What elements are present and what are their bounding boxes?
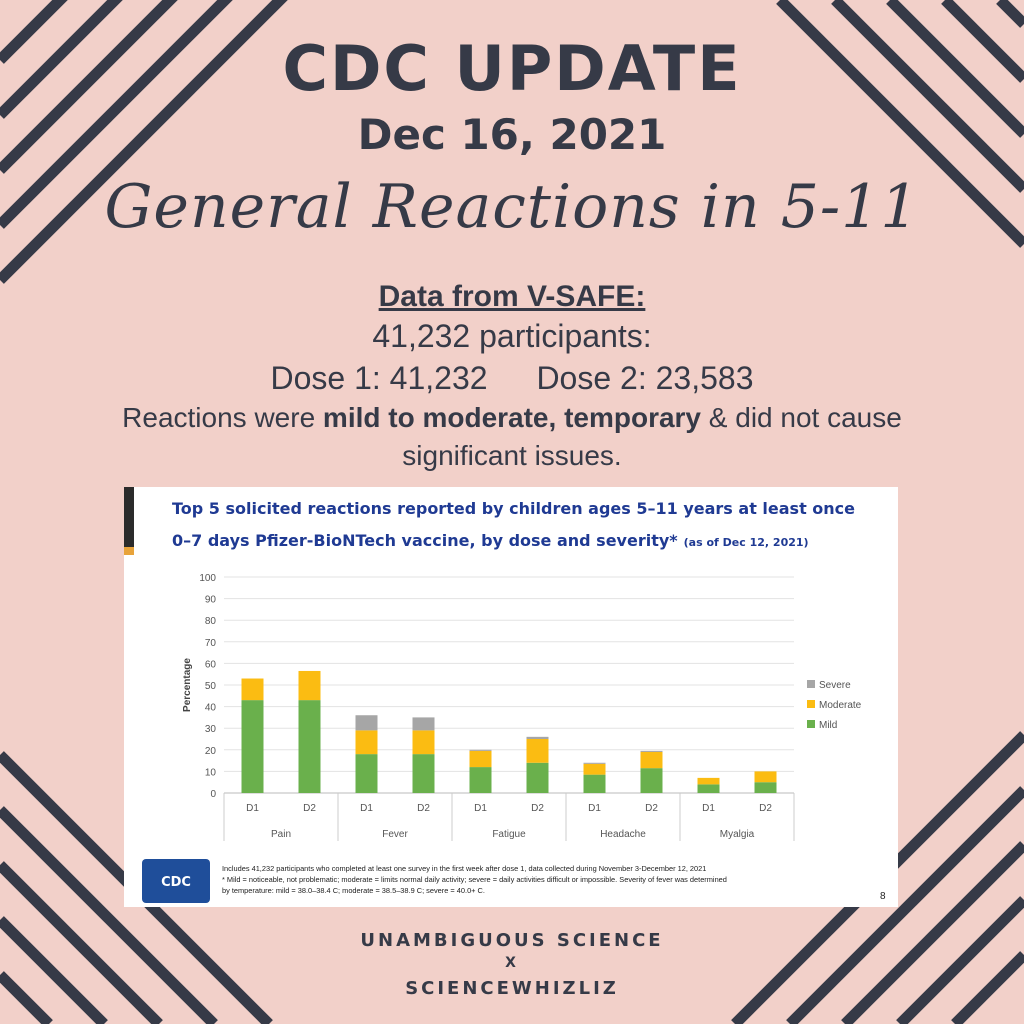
bar-mild [355,754,378,793]
legend-swatch [807,720,815,728]
x-tick-label: D1 [474,803,487,814]
x-tick-label: D2 [303,803,316,814]
legend-label: Severe [819,680,851,691]
slide-heading-line2: 0–7 days Pfizer-BioNTech vaccine, by dos… [172,531,809,550]
bar-moderate [640,751,663,769]
y-tick-label: 60 [205,659,217,670]
page-title: CDC UPDATE [282,32,742,105]
bar-mild [469,767,492,793]
participants-count: 41,232 participants: [372,318,652,354]
bar-mild [412,754,435,793]
x-tick-label: D2 [417,803,430,814]
slide-accent-stripe [124,547,134,555]
y-tick-label: 90 [205,595,217,606]
dose-counts: Dose 1: 41,232 Dose 2: 23,583 [0,360,1024,397]
bar-moderate [697,777,720,785]
group-label: Fever [382,829,408,840]
slide-accent-bar [124,487,134,547]
bar-moderate [526,739,549,763]
bar-mild [583,774,606,793]
footer-line2: X [505,955,519,971]
bar-severe [526,736,549,739]
bar-mild [298,700,321,793]
x-tick-label: D1 [246,803,259,814]
bar-severe [640,750,663,752]
group-label: Pain [271,829,291,840]
y-tick-label: 40 [205,703,217,714]
dose2-count: Dose 2: 23,583 [536,360,754,396]
slide-heading-main: 0–7 days Pfizer-BioNTech vaccine, by dos… [172,531,678,550]
bar-moderate [298,670,321,701]
x-tick-label: D1 [360,803,373,814]
page-number: 8 [880,891,886,902]
bar-severe [355,715,378,731]
y-tick-label: 10 [205,767,217,778]
legend-label: Mild [819,720,837,731]
y-tick-label: 50 [205,681,217,692]
dose1-count: Dose 1: 41,232 [270,360,488,396]
cdc-logo-text: CDC [161,875,191,890]
legend-label: Moderate [819,700,862,711]
reactions-pre: Reactions were [122,402,323,433]
footer-line3: SCIENCEWHIZLIZ [405,978,619,999]
bar-mild [241,700,264,793]
group-label: Headache [600,829,646,840]
bar-severe [469,749,492,751]
bar-moderate [241,678,264,701]
legend-swatch [807,700,815,708]
cdc-slide: Top 5 solicited reactions reported by ch… [124,487,898,907]
x-tick-label: D1 [702,803,715,814]
reactions-chart: Top 5 solicited reactions reported by ch… [124,487,886,903]
y-tick-label: 100 [199,573,216,584]
footnote-line2: * Mild = noticeable, not problematic; mo… [222,875,727,884]
update-date: Dec 16, 2021 [357,110,667,159]
group-label: Myalgia [720,829,755,840]
bar-mild [640,768,663,793]
reactions-summary-line2: significant issues. [402,440,622,471]
x-tick-label: D2 [759,803,772,814]
script-subtitle: General Reactions in 5-11 [104,172,920,242]
y-axis-label: Percentage [182,658,193,712]
reactions-bold: mild to moderate, temporary [322,402,702,433]
cdc-logo [142,859,210,903]
data-source-heading: Data from V-SAFE: [378,280,646,313]
bar-mild [697,784,720,793]
bar-severe [412,717,435,731]
bar-mild [526,762,549,793]
x-tick-label: D1 [588,803,601,814]
reactions-post: & did not cause [701,402,902,433]
slide-heading-note: (as of Dec 12, 2021) [684,536,809,549]
x-tick-label: D2 [531,803,544,814]
legend-swatch [807,680,815,688]
y-tick-label: 30 [205,724,217,735]
bar-moderate [583,763,606,775]
bar-mild [754,782,777,793]
bar-moderate [355,730,378,755]
footnote-line3: by temperature: mild = 38.0–38.4 C; mode… [222,886,485,895]
x-tick-label: D2 [645,803,658,814]
y-tick-label: 0 [210,789,216,800]
bar-moderate [754,771,777,783]
slide-heading-line1: Top 5 solicited reactions reported by ch… [172,499,855,518]
y-tick-label: 70 [205,638,217,649]
y-tick-label: 20 [205,746,217,757]
footnote-line1: Includes 41,232 participants who complet… [222,864,706,873]
footer-line1: UNAMBIGUOUS SCIENCE [360,930,664,951]
group-label: Fatigue [492,829,526,840]
reactions-summary: Reactions were mild to moderate, tempora… [0,402,1024,434]
y-tick-label: 80 [205,616,217,627]
bar-moderate [412,730,435,755]
bar-moderate [469,750,492,768]
bar-severe [583,762,606,764]
